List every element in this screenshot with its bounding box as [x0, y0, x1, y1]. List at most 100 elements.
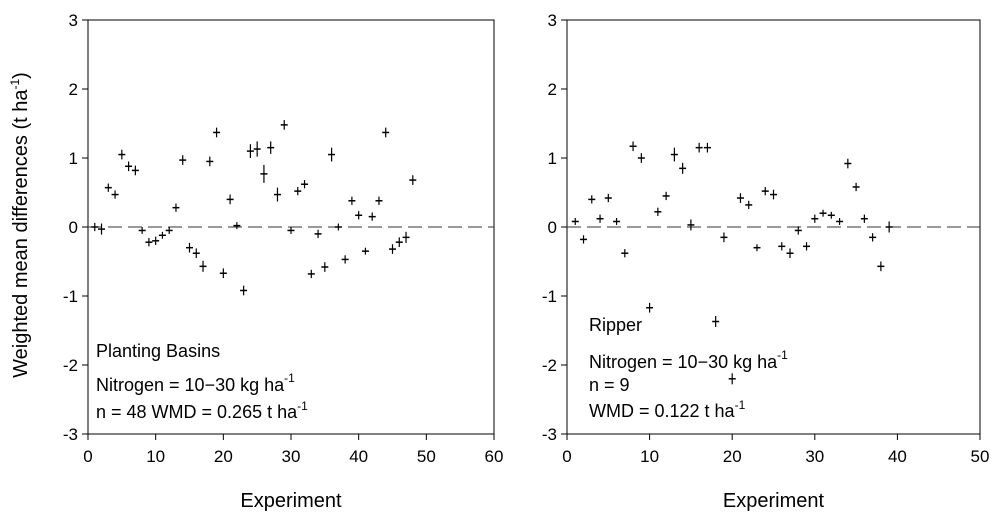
pb-data-point — [152, 236, 160, 245]
rp-data-point — [794, 226, 802, 235]
pb-data-point — [165, 227, 173, 234]
pb-data-point — [186, 242, 193, 253]
rp-y-tick-label: -1 — [542, 287, 557, 306]
pb-data-point — [246, 144, 254, 158]
pb-data-point — [348, 196, 356, 205]
pb-data-point — [382, 127, 390, 138]
rp-data-point — [753, 244, 761, 252]
pb-y-tick-label: 0 — [69, 218, 78, 237]
rp-x-tick-label: 50 — [971, 447, 990, 466]
pb-annotation-nitrogen: Nitrogen = 10−30 kg ha-1 — [96, 371, 295, 395]
rp-data-point — [637, 153, 645, 163]
rp-data-point — [869, 233, 877, 242]
pb-data-point — [334, 223, 342, 231]
rp-data-point — [695, 142, 703, 153]
pb-data-point — [172, 203, 180, 212]
rp-wmd-sup: -1 — [735, 398, 746, 412]
rp-data-point — [629, 141, 637, 152]
pb-data-point — [321, 262, 329, 272]
pb-y-tick-label: 3 — [69, 11, 78, 30]
pb-y-tick-label: -1 — [63, 287, 78, 306]
pb-data-point — [409, 175, 417, 185]
pb-data-point — [213, 127, 221, 138]
pb-data-point — [158, 231, 166, 239]
pb-x-tick-label: 0 — [83, 447, 92, 466]
rp-nitrogen-sup: -1 — [777, 348, 788, 362]
rp-y-tick-label: 3 — [548, 11, 557, 30]
pb-annotation-stats: n = 48 WMD = 0.265 t ha-1 — [96, 399, 308, 422]
pb-data-point — [233, 222, 241, 230]
pb-nitrogen-sup: -1 — [284, 371, 295, 385]
rp-data-point — [670, 147, 678, 162]
rp-data-point — [836, 218, 844, 225]
pb-stats-sup: -1 — [297, 399, 308, 413]
pb-data-point — [199, 260, 207, 272]
rp-data-point — [877, 261, 885, 272]
pb-data-point — [118, 149, 126, 160]
rp-data-point — [803, 242, 811, 251]
rp-data-point — [621, 249, 629, 258]
pb-data-point — [104, 183, 112, 192]
rp-data-point — [662, 191, 670, 201]
rp-annotation-title: Ripper — [589, 315, 642, 335]
rp-x-tick-label: 30 — [805, 447, 824, 466]
rp-data-point — [811, 214, 819, 223]
pb-data-point — [206, 156, 214, 167]
rp-x-axis-title: Experiment — [723, 490, 825, 512]
pb-data-point — [294, 186, 302, 196]
rp-data-point — [646, 302, 654, 313]
pb-data-point — [192, 248, 200, 259]
rp-annotation-n: n = 9 — [589, 375, 630, 395]
pb-x-tick-label: 10 — [146, 447, 165, 466]
pb-y-tick-label: -3 — [63, 425, 78, 444]
pb-data-point — [267, 141, 275, 154]
rp-x-tick-label: 20 — [723, 447, 742, 466]
rp-data-point — [860, 214, 868, 223]
rp-y-tick-label: -3 — [542, 425, 557, 444]
pb-x-tick-label: 40 — [349, 447, 368, 466]
rp-data-point — [852, 182, 860, 192]
rp-data-point — [819, 209, 827, 217]
rp-wmd-text: WMD = 0.122 t ha — [589, 401, 736, 421]
pb-data-point — [226, 194, 234, 205]
rp-data-point — [720, 232, 728, 243]
rp-data-point — [588, 195, 596, 204]
pb-data-point — [287, 227, 295, 234]
pb-data-point — [307, 269, 315, 279]
pb-data-point — [314, 229, 322, 239]
y-axis-title-main: Weighted mean differences (t ha — [10, 89, 32, 378]
pb-y-tick-label: 2 — [69, 80, 78, 99]
rp-data-point — [736, 193, 744, 203]
pb-data-point — [179, 155, 187, 165]
rp-data-point — [604, 193, 612, 203]
pb-data-point — [91, 222, 99, 232]
rp-y-tick-label: 2 — [548, 80, 557, 99]
rp-data-point — [703, 142, 711, 153]
rp-data-point — [679, 162, 687, 174]
pb-annotation-title: Planting Basins — [96, 341, 220, 361]
pb-data-point — [328, 147, 336, 162]
rp-nitrogen-text: Nitrogen = 10−30 kg ha — [589, 352, 778, 372]
rp-data-point — [786, 248, 794, 259]
pb-x-axis-title: Experiment — [240, 490, 342, 512]
pb-data-point — [280, 120, 288, 130]
rp-y-tick-label: -2 — [542, 356, 557, 375]
rp-y-tick-label: 0 — [548, 218, 557, 237]
pb-data-point — [301, 180, 309, 189]
pb-data-point — [402, 231, 410, 243]
pb-data-point — [145, 238, 153, 247]
pb-data-point — [240, 285, 248, 296]
pb-data-point — [131, 165, 139, 176]
pb-data-point — [219, 268, 227, 279]
rp-x-tick-label: 0 — [562, 447, 571, 466]
rp-x-tick-label: 10 — [640, 447, 659, 466]
pb-data-point — [355, 211, 363, 220]
pb-x-tick-label: 60 — [485, 447, 504, 466]
pb-data-point — [368, 212, 376, 221]
rp-data-point — [580, 235, 588, 244]
rp-data-point — [778, 242, 786, 251]
rp-data-point — [844, 158, 852, 169]
